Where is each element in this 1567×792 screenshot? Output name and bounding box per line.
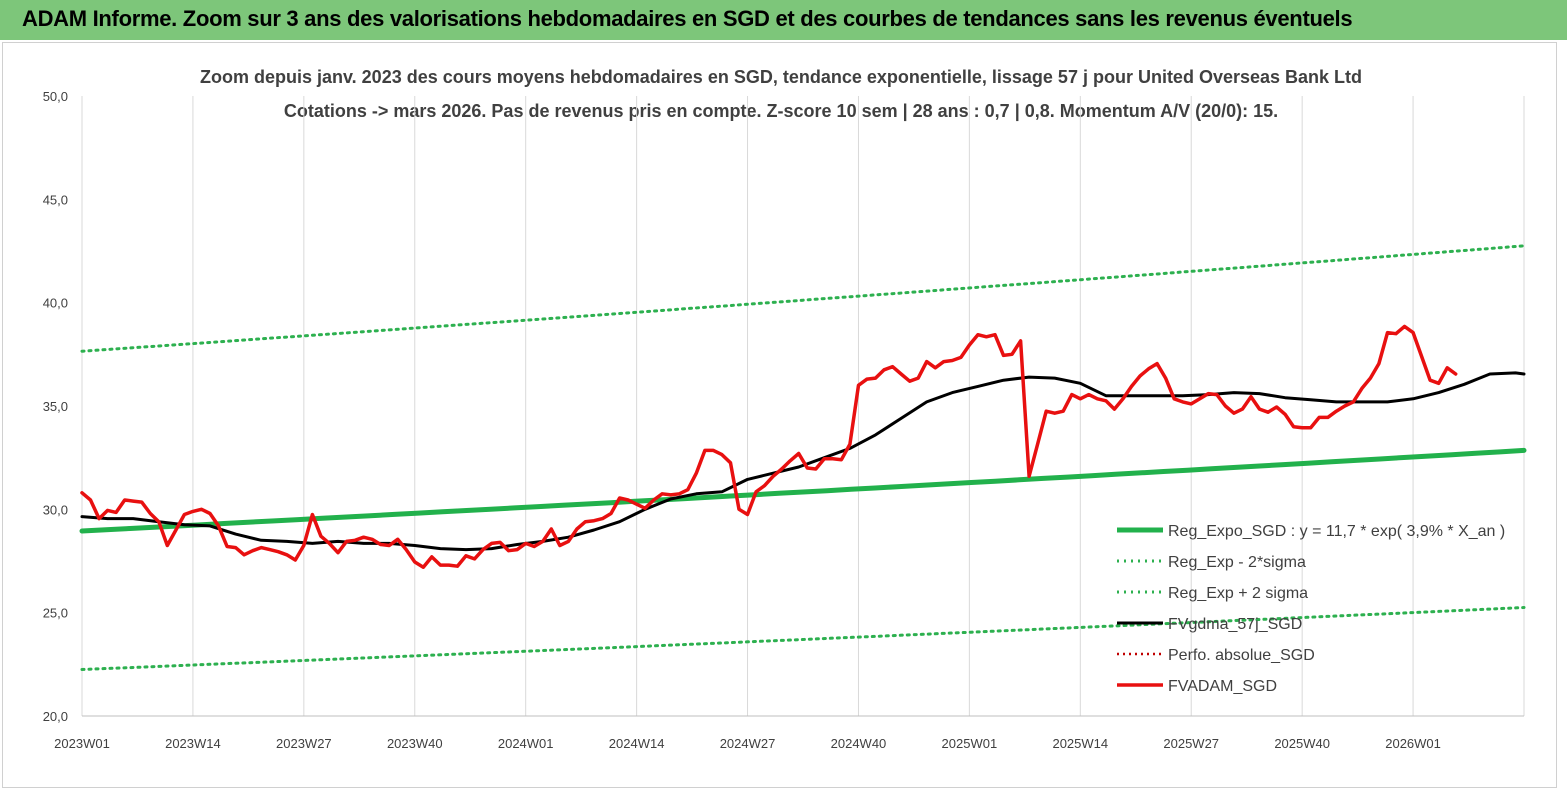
y-tick-label: 40,0 <box>43 296 68 311</box>
y-tick-label: 25,0 <box>43 606 68 621</box>
x-tick-label: 2023W14 <box>165 736 221 751</box>
series-line-3 <box>80 371 1526 552</box>
plot-area <box>79 244 1527 671</box>
y-axis-ticks: 50,0 45,0 40,0 35,0 30,0 25,0 20,0 <box>43 89 68 724</box>
x-tick-label: 2025W27 <box>1163 736 1219 751</box>
grid <box>81 96 1525 716</box>
legend-label: Reg_Exp - 2*sigma <box>1168 554 1306 571</box>
x-tick-label: 2023W27 <box>276 736 332 751</box>
series-line-0 <box>79 447 1527 534</box>
x-tick-label: 2026W01 <box>1385 736 1441 751</box>
x-axis-ticks: 2023W01 2023W14 2023W27 2023W40 2024W01 2024W… <box>54 736 1441 751</box>
legend-label: FVADAM_SGD <box>1168 678 1277 695</box>
header-banner: ADAM Informe. Zoom sur 3 ans des valoris… <box>0 0 1567 40</box>
chart: Zoom depuis janv. 2023 des cours moyens … <box>43 67 1527 751</box>
chart-title: Zoom depuis janv. 2023 des cours moyens … <box>200 67 1362 87</box>
legend-label: FVgdma_57j_SGD <box>1168 616 1302 633</box>
y-tick-label: 50,0 <box>43 89 68 104</box>
x-tick-label: 2023W40 <box>387 736 443 751</box>
series-line-5 <box>80 324 1458 569</box>
legend-label: Reg_Expo_SGD : y = 11,7 * exp( 3,9% * X_… <box>1168 523 1505 540</box>
legend: Reg_Expo_SGD : y = 11,7 * exp( 3,9% * X_… <box>1117 523 1505 695</box>
x-tick-label: 2024W40 <box>831 736 887 751</box>
y-tick-label: 35,0 <box>43 399 68 414</box>
legend-label: Reg_Exp + 2 sigma <box>1168 585 1308 602</box>
x-tick-label: 2024W01 <box>498 736 554 751</box>
x-tick-label: 2025W01 <box>942 736 998 751</box>
page-title: ADAM Informe. Zoom sur 3 ans des valoris… <box>22 6 1353 31</box>
legend-label: Perfo. absolue_SGD <box>1168 647 1315 664</box>
series-line-1 <box>80 606 1526 671</box>
x-tick-label: 2025W14 <box>1052 736 1108 751</box>
x-tick-label: 2023W01 <box>54 736 110 751</box>
x-tick-label: 2024W27 <box>720 736 776 751</box>
chart-subtitle: Cotations -> mars 2026. Pas de revenus p… <box>284 101 1278 121</box>
series-line-2 <box>80 244 1526 353</box>
x-tick-label: 2025W40 <box>1274 736 1330 751</box>
y-tick-label: 45,0 <box>43 192 68 207</box>
x-tick-label: 2024W14 <box>609 736 665 751</box>
y-tick-label: 20,0 <box>43 709 68 724</box>
y-tick-label: 30,0 <box>43 502 68 517</box>
chart-frame: Zoom depuis janv. 2023 des cours moyens … <box>2 42 1557 788</box>
